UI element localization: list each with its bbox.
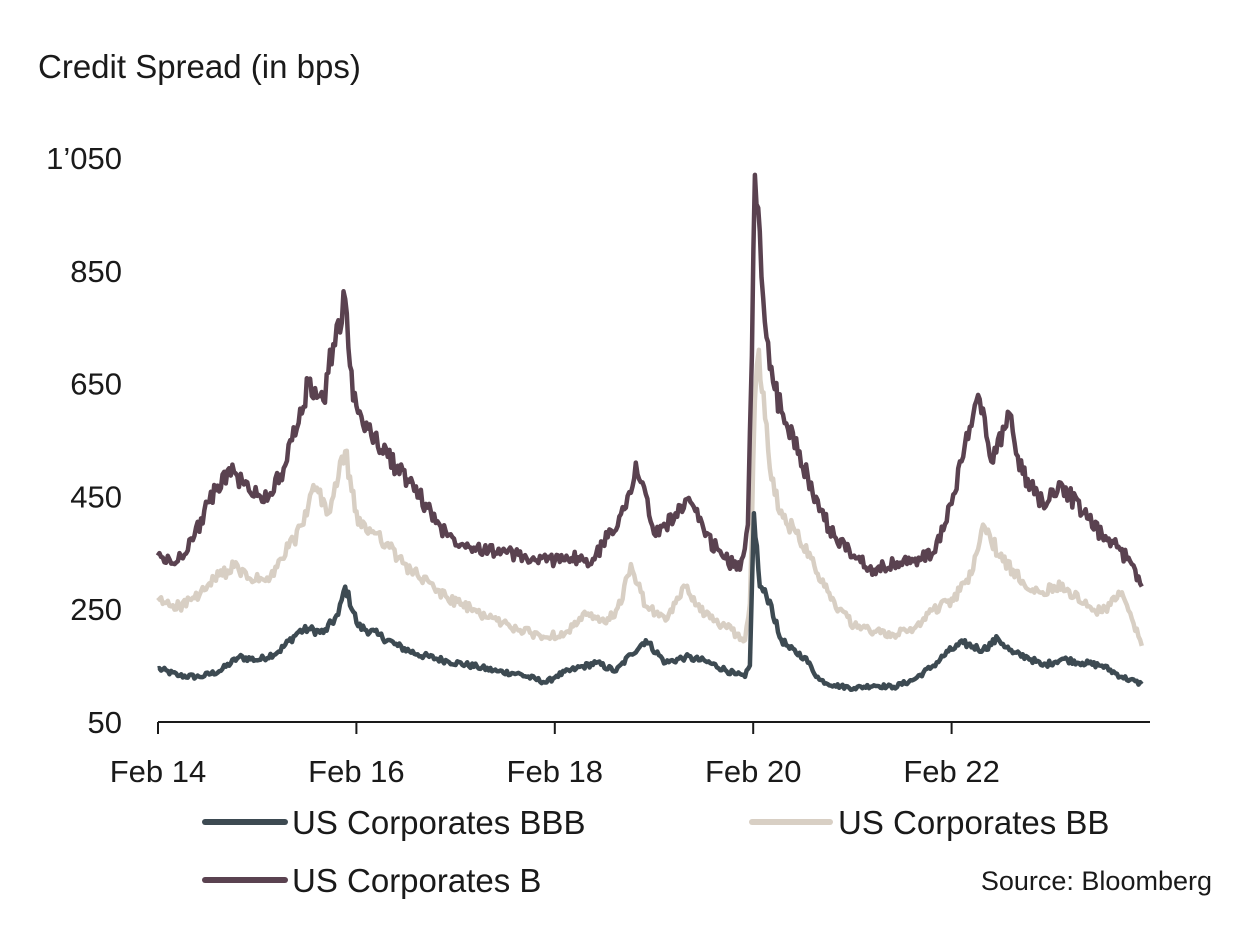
x-tick-label: Feb 18	[507, 754, 604, 789]
x-tick-label: Feb 14	[110, 754, 207, 789]
y-tick-label: 250	[70, 592, 122, 627]
series-line-us-corporates-bb	[156, 347, 1144, 647]
legend: US Corporates BBB US Corporates BB US Co…	[202, 804, 1109, 899]
y-axis-ticks: 50 250 450 650 850 1’050	[46, 141, 122, 740]
x-tick-label: Feb 16	[308, 754, 405, 789]
y-tick-label: 650	[70, 367, 122, 402]
x-tick-label: Feb 22	[903, 754, 1000, 789]
source-note: Source: Bloomberg	[981, 866, 1212, 896]
legend-label-us-corporates-b: US Corporates B	[292, 862, 541, 899]
series-line-us-corporates-bbb	[157, 511, 1144, 693]
y-tick-label: 450	[70, 479, 122, 514]
y-axis-title: Credit Spread (in bps)	[38, 48, 361, 85]
y-tick-label: 1’050	[46, 141, 122, 176]
x-tick-label: Feb 20	[705, 754, 802, 789]
plot-area	[155, 172, 1144, 693]
series-line-us-corporates-b	[155, 172, 1144, 588]
x-axis: Feb 14 Feb 16 Feb 18 Feb 20 Feb 22	[110, 721, 1150, 789]
y-tick-label: 50	[88, 705, 122, 740]
y-tick-label: 850	[70, 254, 122, 289]
legend-label-us-corporates-bb: US Corporates BB	[838, 804, 1109, 841]
legend-label-us-corporates-bbb: US Corporates BBB	[292, 804, 585, 841]
